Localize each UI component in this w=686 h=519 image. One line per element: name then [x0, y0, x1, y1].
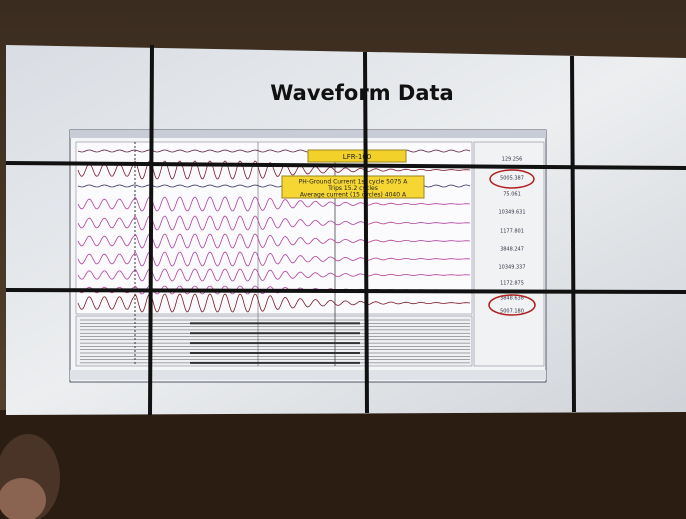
channel-value: 75.061 — [503, 192, 521, 198]
digital-state — [190, 362, 360, 364]
channel-value: 129.256 — [502, 157, 523, 163]
slide-title: Waveform Data — [270, 81, 453, 105]
channel-value: 1172.875 — [500, 281, 524, 287]
channel-value: 3848.247 — [500, 247, 524, 253]
digital-state — [190, 332, 360, 334]
channel-value: 1177.801 — [500, 229, 524, 235]
digital-state — [190, 322, 360, 324]
channel-value: 5005.387 — [500, 176, 524, 182]
digital-state — [190, 342, 360, 344]
callout-line: Average current (15 cycles) 4040 A — [300, 192, 407, 199]
channel-value: 10349.337 — [498, 265, 525, 271]
channel-value: 10349.631 — [498, 210, 525, 216]
floor — [0, 410, 686, 519]
page: Waveform Data LFR-100 PH-Ground Current … — [0, 0, 686, 519]
app-titlebar — [70, 130, 546, 138]
digital-state — [190, 352, 360, 354]
photo: Waveform Data LFR-100 PH-Ground Current … — [0, 0, 686, 519]
status-bar — [70, 370, 546, 380]
